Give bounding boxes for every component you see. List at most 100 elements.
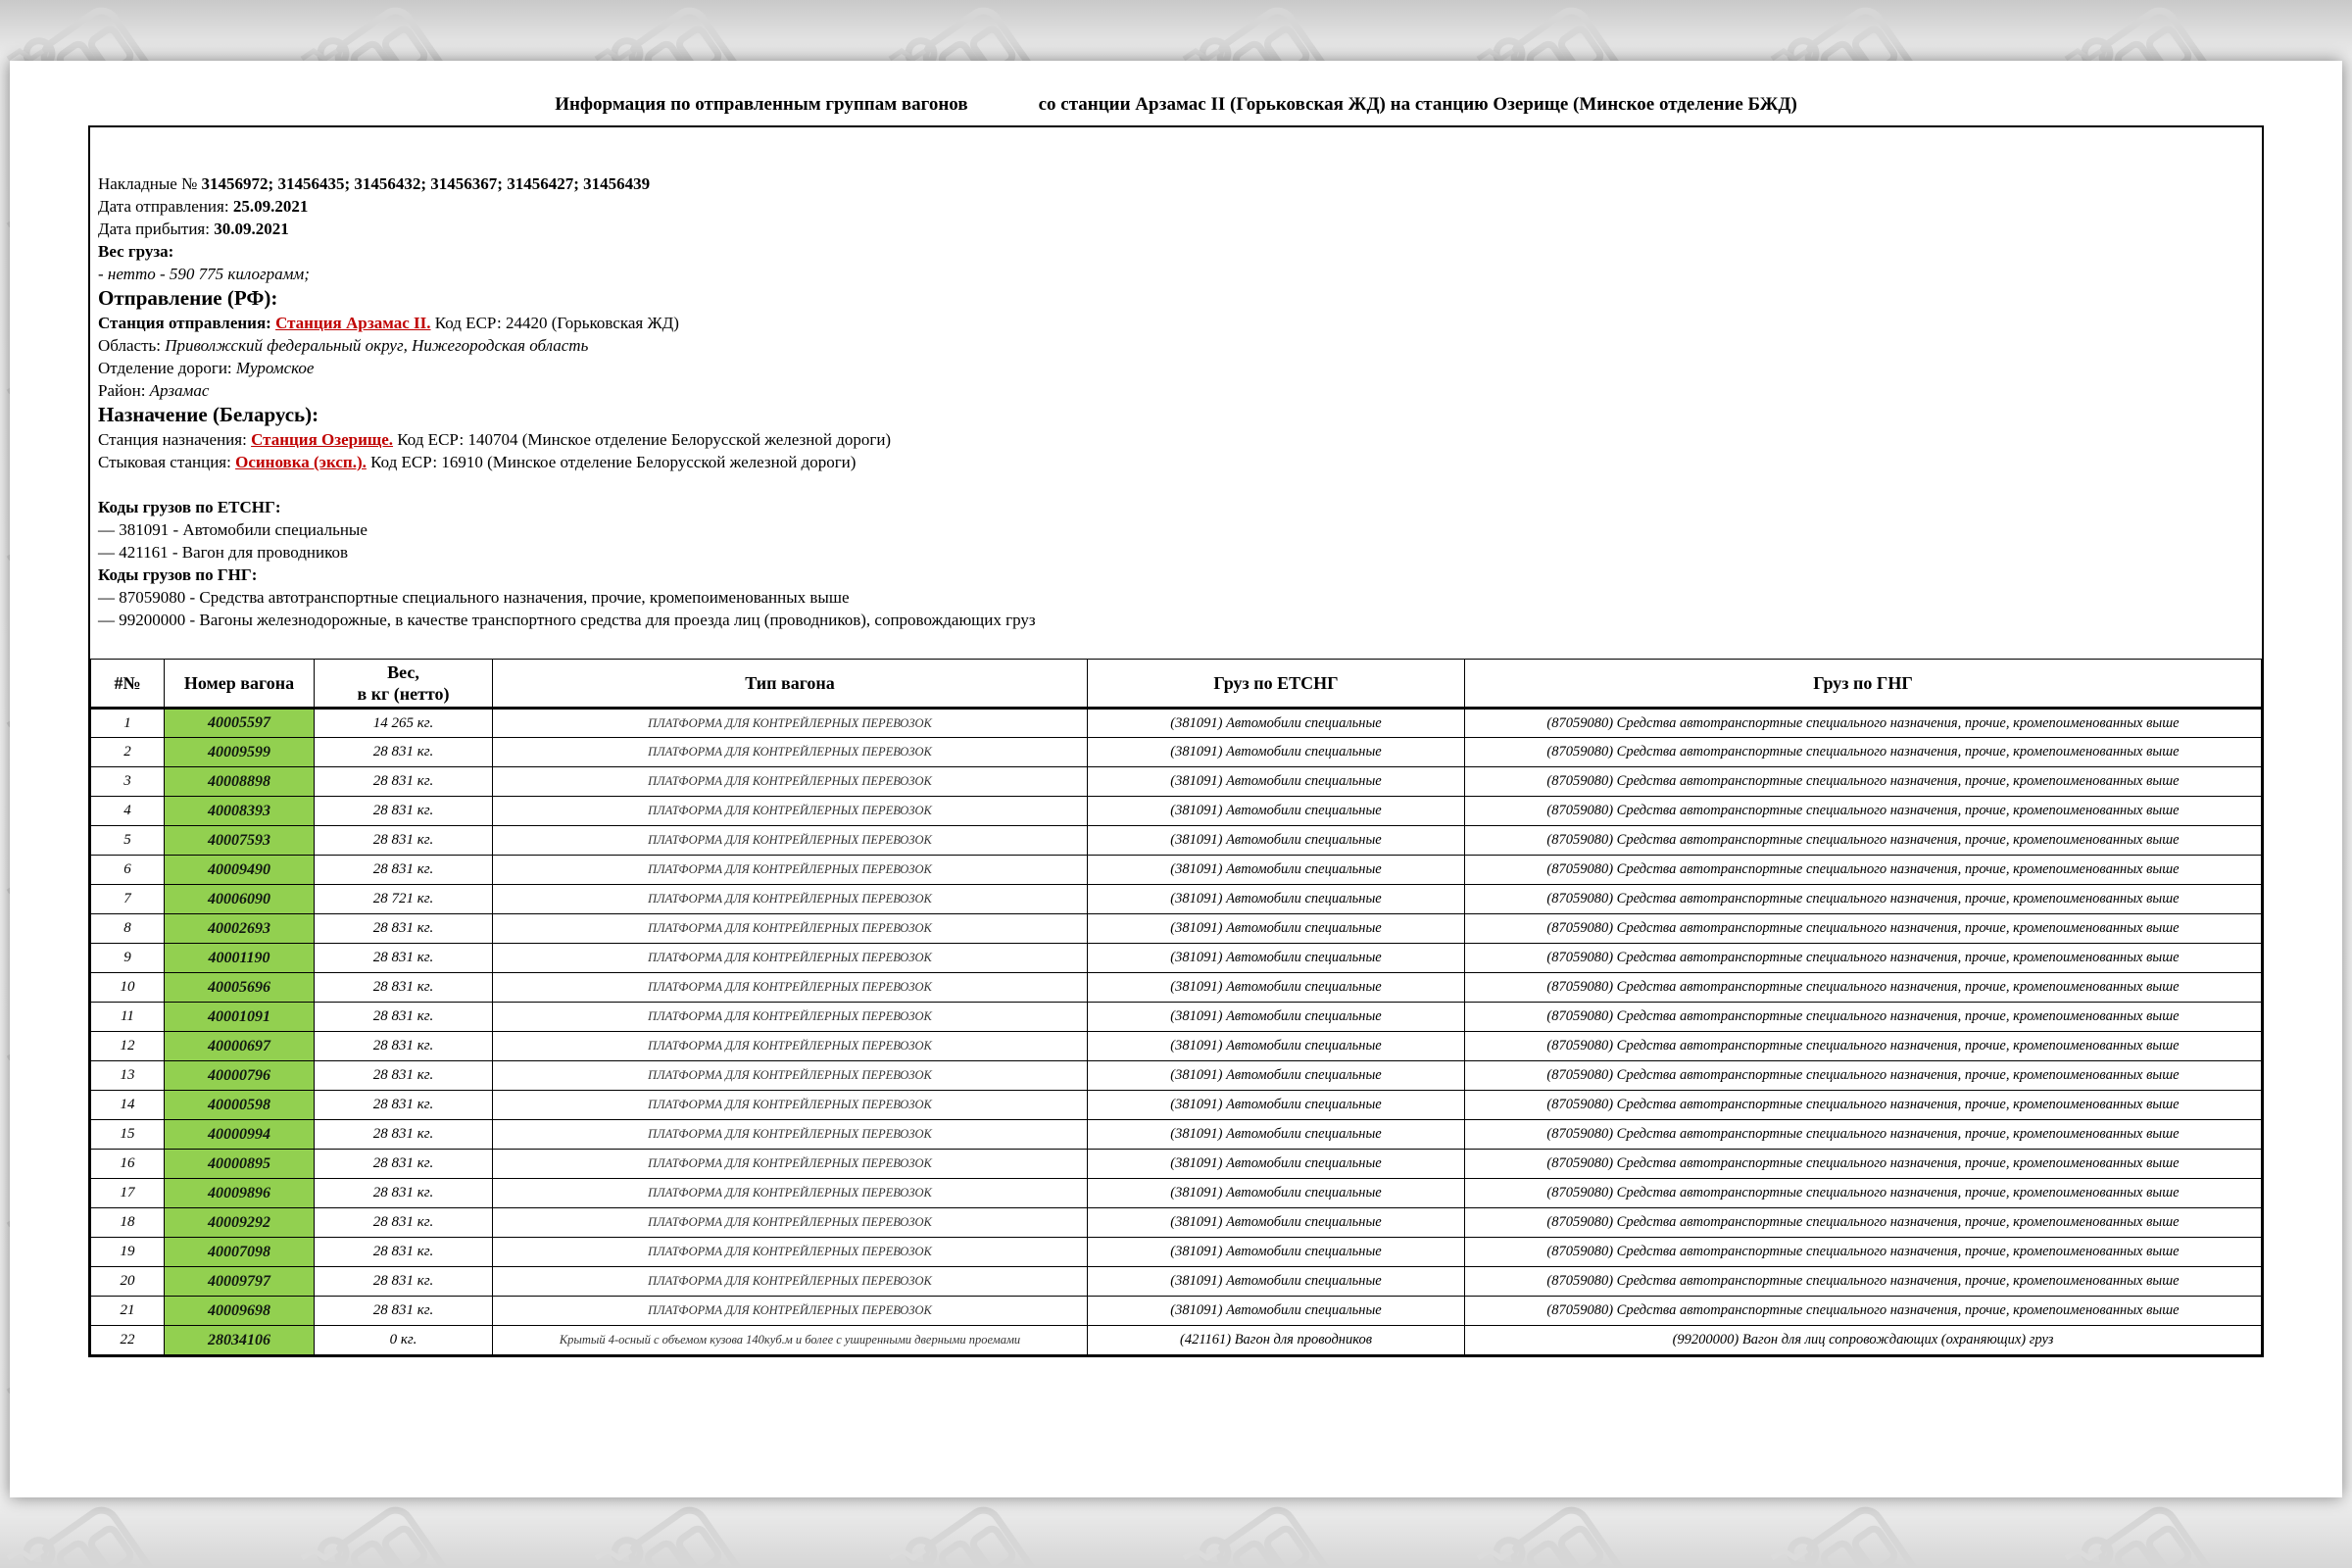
departure-date-value: 25.09.2021 xyxy=(232,197,309,216)
destination-station-link[interactable]: Станция Озерище. xyxy=(251,430,394,449)
wagon-number: 40000994 xyxy=(164,1119,315,1150)
cargo-etsng: (381091) Автомобили специальные xyxy=(1087,1266,1465,1297)
wagon-number: 28034106 xyxy=(164,1325,315,1355)
wagon-type: ПЛАТФОРМА ДЛЯ КОНТРЕЙЛЕРНЫХ ПЕРЕВОЗОК xyxy=(492,855,1088,885)
cargo-etsng: (381091) Автомобили специальные xyxy=(1087,825,1465,856)
junction-station-link[interactable]: Осиновка (эксп.). xyxy=(235,453,367,471)
wagon-number: 40000598 xyxy=(164,1090,315,1120)
cargo-gng: (87059080) Средства автотранспортные спе… xyxy=(1464,1031,2262,1061)
wagon-weight: 28 831 кг. xyxy=(314,1178,493,1208)
destination-section-header: Назначение (Беларусь): xyxy=(98,403,319,426)
etsng-code-item: — 381091 - Автомобили специальные xyxy=(98,520,368,539)
cargo-gng: (87059080) Средства автотранспортные спе… xyxy=(1464,1296,2262,1326)
origin-region-label: Область: xyxy=(98,336,161,355)
table-row: 12 40000697 28 831 кг. ПЛАТФОРМА ДЛЯ КОНТРЕ… xyxy=(90,1031,2262,1061)
wagon-weight: 28 831 кг. xyxy=(314,1060,493,1091)
waybills-line: Накладные № 31456972; 31456435; 31456432… xyxy=(98,172,2242,195)
table-row: 6 40009490 28 831 кг. ПЛАТФОРМА ДЛЯ КОНТРЕЙ… xyxy=(90,855,2262,885)
cargo-gng: (87059080) Средства автотранспортные спе… xyxy=(1464,1090,2262,1120)
cargo-gng: (87059080) Средства автотранспортные спе… xyxy=(1464,1119,2262,1150)
cargo-etsng: (381091) Автомобили специальные xyxy=(1087,1296,1465,1326)
departure-date-line: Дата отправления: 25.09.2021 xyxy=(98,195,2242,218)
cargo-gng: (87059080) Средства автотранспортные спе… xyxy=(1464,796,2262,826)
cargo-etsng: (381091) Автомобили специальные xyxy=(1087,943,1465,973)
table-row: 16 40000895 28 831 кг. ПЛАТФОРМА ДЛЯ КОНТРЕ… xyxy=(90,1149,2262,1179)
wagon-number: 40007593 xyxy=(164,825,315,856)
waybills-label: Накладные № xyxy=(98,174,198,193)
wagon-weight: 28 831 кг. xyxy=(314,1296,493,1326)
wagon-number: 40009599 xyxy=(164,737,315,767)
wagon-type: ПЛАТФОРМА ДЛЯ КОНТРЕЙЛЕРНЫХ ПЕРЕВОЗОК xyxy=(492,825,1088,856)
waybills-numbers: 31456972; 31456435; 31456432; 31456367; … xyxy=(201,174,651,193)
col-header-cargo-etsng: Груз по ЕТСНГ xyxy=(1087,659,1465,710)
cargo-gng: (87059080) Средства автотранспортные спе… xyxy=(1464,825,2262,856)
row-index: 6 xyxy=(90,855,165,885)
row-index: 14 xyxy=(90,1090,165,1120)
row-index: 13 xyxy=(90,1060,165,1091)
cargo-gng: (87059080) Средства автотранспортные спе… xyxy=(1464,855,2262,885)
wagon-weight: 28 831 кг. xyxy=(314,1002,493,1032)
col-header-weight: Вес, в кг (нетто) xyxy=(314,659,493,710)
table-row: 18 40009292 28 831 кг. ПЛАТФОРМА ДЛЯ КОНТРЕ… xyxy=(90,1207,2262,1238)
row-index: 10 xyxy=(90,972,165,1003)
cargo-etsng: (381091) Автомобили специальные xyxy=(1087,1207,1465,1238)
wagon-type: ПЛАТФОРМА ДЛЯ КОНТРЕЙЛЕРНЫХ ПЕРЕВОЗОК xyxy=(492,1296,1088,1326)
wagon-number: 40001190 xyxy=(164,943,315,973)
cargo-etsng: (381091) Автомобили специальные xyxy=(1087,1237,1465,1267)
cargo-gng: (87059080) Средства автотранспортные спе… xyxy=(1464,943,2262,973)
document-title: Информация по отправленным группам вагон… xyxy=(10,94,2342,116)
table-row: 11 40001091 28 831 кг. ПЛАТФОРМА ДЛЯ КОНТРЕ… xyxy=(90,1002,2262,1032)
destination-station-line: Станция назначения: Станция Озерище. Код… xyxy=(98,428,2242,451)
row-index: 15 xyxy=(90,1119,165,1150)
cargo-gng: (87059080) Средства автотранспортные спе… xyxy=(1464,1178,2262,1208)
origin-division-value: Муромское xyxy=(235,359,315,377)
row-index: 1 xyxy=(90,708,165,738)
table-row: 5 40007593 28 831 кг. ПЛАТФОРМА ДЛЯ КОНТРЕЙ… xyxy=(90,825,2262,856)
table-row: 4 40008393 28 831 кг. ПЛАТФОРМА ДЛЯ КОНТРЕЙ… xyxy=(90,796,2262,826)
wagon-number: 40005696 xyxy=(164,972,315,1003)
wagon-type: ПЛАТФОРМА ДЛЯ КОНТРЕЙЛЕРНЫХ ПЕРЕВОЗОК xyxy=(492,1060,1088,1091)
wagon-number: 40009698 xyxy=(164,1296,315,1326)
departure-date-label: Дата отправления: xyxy=(98,197,229,216)
cargo-gng: (99200000) Вагон для лиц сопровождающих … xyxy=(1464,1325,2262,1355)
origin-station-link[interactable]: Станция Арзамас II. xyxy=(275,314,431,332)
origin-division-line: Отделение дороги: Муромское xyxy=(98,357,2242,379)
wagon-type: ПЛАТФОРМА ДЛЯ КОНТРЕЙЛЕРНЫХ ПЕРЕВОЗОК xyxy=(492,913,1088,944)
origin-station-line: Станция отправления: Станция Арзамас II.… xyxy=(98,312,2242,334)
origin-region-line: Область: Приволжский федеральный округ, … xyxy=(98,334,2242,357)
cargo-gng: (87059080) Средства автотранспортные спе… xyxy=(1464,766,2262,797)
wagon-weight: 0 кг. xyxy=(314,1325,493,1355)
cargo-gng: (87059080) Средства автотранспортные спе… xyxy=(1464,1237,2262,1267)
table-row: 22 28034106 0 кг. Крытый 4-осный с объемом … xyxy=(90,1325,2262,1355)
wagon-type: ПЛАТФОРМА ДЛЯ КОНТРЕЙЛЕРНЫХ ПЕРЕВОЗОК xyxy=(492,1237,1088,1267)
cargo-gng: (87059080) Средства автотранспортные спе… xyxy=(1464,708,2262,738)
wagon-type: ПЛАТФОРМА ДЛЯ КОНТРЕЙЛЕРНЫХ ПЕРЕВОЗОК xyxy=(492,1207,1088,1238)
table-row: 8 40002693 28 831 кг. ПЛАТФОРМА ДЛЯ КОНТРЕЙ… xyxy=(90,913,2262,944)
document-body-box: Накладные № 31456972; 31456435; 31456432… xyxy=(88,125,2264,1357)
arrival-date-label: Дата прибытия: xyxy=(98,220,210,238)
wagon-weight: 28 831 кг. xyxy=(314,737,493,767)
cargo-etsng: (381091) Автомобили специальные xyxy=(1087,1060,1465,1091)
table-row: 13 40000796 28 831 кг. ПЛАТФОРМА ДЛЯ КОНТРЕ… xyxy=(90,1060,2262,1091)
destination-station-label: Станция назначения: xyxy=(98,430,247,449)
wagon-number: 40009292 xyxy=(164,1207,315,1238)
cargo-gng: (87059080) Средства автотранспортные спе… xyxy=(1464,1149,2262,1179)
junction-station-line: Стыковая станция: Осиновка (эксп.). Код … xyxy=(98,451,2242,473)
destination-station-rest: Код ЕСР: 140704 (Минское отделение Белор… xyxy=(397,430,892,449)
row-index: 11 xyxy=(90,1002,165,1032)
wagon-weight: 28 831 кг. xyxy=(314,913,493,944)
row-index: 19 xyxy=(90,1237,165,1267)
row-index: 4 xyxy=(90,796,165,826)
table-row: 14 40000598 28 831 кг. ПЛАТФОРМА ДЛЯ КОНТРЕ… xyxy=(90,1090,2262,1120)
wagon-type: ПЛАТФОРМА ДЛЯ КОНТРЕЙЛЕРНЫХ ПЕРЕВОЗОК xyxy=(492,1002,1088,1032)
cargo-weight-value: - нетто - 590 775 килограмм; xyxy=(98,265,310,283)
table-row: 15 40000994 28 831 кг. ПЛАТФОРМА ДЛЯ КОНТРЕ… xyxy=(90,1119,2262,1150)
junction-station-rest: Код ЕСР: 16910 (Минское отделение Белору… xyxy=(370,453,857,471)
wagon-weight: 28 831 кг. xyxy=(314,1119,493,1150)
wagon-weight: 28 831 кг. xyxy=(314,825,493,856)
wagon-type: ПЛАТФОРМА ДЛЯ КОНТРЕЙЛЕРНЫХ ПЕРЕВОЗОК xyxy=(492,766,1088,797)
shipment-info: Накладные № 31456972; 31456435; 31456432… xyxy=(90,127,2262,659)
gng-codes-header: Коды грузов по ГНГ: xyxy=(98,565,258,584)
table-row: 10 40005696 28 831 кг. ПЛАТФОРМА ДЛЯ КОНТРЕ… xyxy=(90,972,2262,1003)
cargo-gng: (87059080) Средства автотранспортные спе… xyxy=(1464,972,2262,1003)
